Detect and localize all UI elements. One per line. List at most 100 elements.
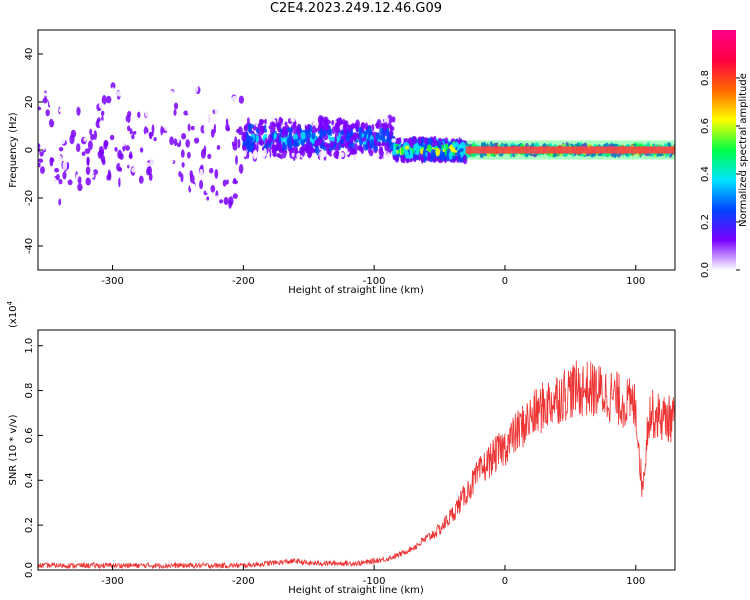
spectrogram-cell bbox=[204, 173, 209, 182]
spectrogram-cell bbox=[77, 98, 82, 108]
spectrogram-cell bbox=[158, 49, 162, 55]
spectrogram-cell bbox=[105, 242, 110, 253]
snr-x-tick-label: -100 bbox=[363, 576, 386, 587]
spectrogram-cell bbox=[124, 178, 130, 184]
spectrogram-cell bbox=[235, 155, 238, 165]
spectrogram-cell bbox=[172, 200, 176, 206]
spectrogram-cell bbox=[121, 244, 125, 252]
spectrogram-cell bbox=[127, 246, 133, 253]
spectrogram-cell bbox=[136, 263, 142, 270]
spectrogram-cell bbox=[281, 126, 286, 136]
spectrogram-cell bbox=[185, 204, 190, 211]
spectrogram-cell bbox=[125, 196, 129, 205]
snr-x-label: Height of straight line (km) bbox=[288, 585, 424, 596]
spectrogram-cell bbox=[106, 197, 112, 205]
spectrogram-cell bbox=[119, 162, 124, 168]
spectrogram-cell bbox=[347, 125, 352, 133]
spectrogram-cell bbox=[51, 59, 56, 70]
spectrogram-cell bbox=[225, 210, 231, 218]
spectrogram-cell bbox=[269, 121, 276, 128]
spectrogram-cell bbox=[242, 140, 248, 147]
spectrogram-cell bbox=[134, 221, 139, 230]
spectrogram-cell bbox=[400, 146, 405, 156]
spectrogram-cell bbox=[214, 169, 219, 179]
spectrogram-cell bbox=[228, 122, 232, 128]
spectrogram-cell bbox=[93, 130, 98, 141]
spectrogram-cell bbox=[77, 176, 82, 184]
spectrogram-cell bbox=[38, 176, 41, 183]
spectrogram-cell bbox=[151, 41, 157, 48]
spectrogram-cell bbox=[186, 79, 192, 84]
spectrogram-cell bbox=[103, 38, 110, 45]
spectrogram-cell bbox=[197, 70, 202, 75]
spectrogram-cell bbox=[52, 234, 56, 245]
spectrogram-cell bbox=[454, 141, 459, 148]
spectrogram-cell bbox=[122, 236, 125, 242]
spectrogram-cell bbox=[179, 39, 185, 45]
spectrogram-cell bbox=[95, 221, 99, 227]
spectrogram-cell bbox=[215, 195, 220, 200]
spectrogram-cell bbox=[291, 117, 296, 123]
spectrogram-cell bbox=[101, 95, 107, 105]
spectrogram-cell bbox=[124, 155, 130, 165]
spectrogram-cell bbox=[69, 89, 73, 95]
spectrogram-cell bbox=[400, 154, 405, 160]
spectrogram-cell bbox=[62, 171, 67, 180]
spectrogram-cell bbox=[198, 46, 202, 52]
spectrogram-cell bbox=[85, 241, 89, 249]
spectrogram-cell bbox=[85, 44, 92, 55]
spectrogram-cell bbox=[97, 48, 101, 54]
spectrogram-cell bbox=[173, 109, 177, 116]
spectrogram-cell bbox=[215, 125, 221, 134]
spectrogram-cell bbox=[154, 183, 159, 191]
spectrogram-cell bbox=[95, 87, 100, 94]
spectrogram-cell bbox=[75, 36, 79, 46]
spectrogram-cell bbox=[178, 259, 183, 268]
spectrogram-cell bbox=[326, 146, 330, 155]
spectrogram-cell bbox=[69, 39, 73, 45]
spectrogram-cell bbox=[161, 224, 167, 232]
spectrogram-cell bbox=[95, 77, 98, 85]
spectrogram-cell bbox=[147, 223, 151, 231]
spectrogram-cell bbox=[121, 52, 125, 62]
spectrogram-cell bbox=[301, 120, 306, 130]
spectrogram-cell bbox=[182, 229, 185, 235]
spectrogram-cell bbox=[147, 32, 152, 42]
spectrogram-cell bbox=[182, 96, 189, 104]
spectrogram-cell bbox=[394, 155, 400, 163]
spectrogram-cell bbox=[238, 182, 244, 188]
spectrogram-cell bbox=[157, 213, 163, 220]
spectrogram-cell bbox=[232, 234, 238, 240]
spectrogram-cell bbox=[136, 54, 141, 62]
spectrogram-cell bbox=[95, 202, 99, 212]
spectrogram-cell bbox=[311, 133, 316, 140]
spectrogram-cell bbox=[39, 144, 44, 152]
spectrogram-cell bbox=[169, 104, 175, 112]
spectrogram-cell bbox=[249, 142, 254, 152]
spectrogram-cell bbox=[81, 178, 85, 183]
spectrogram-cell bbox=[154, 221, 159, 229]
spectrogram-cell bbox=[221, 30, 227, 36]
spectrogram-cell bbox=[53, 188, 58, 197]
spectrogram-cell bbox=[231, 105, 236, 112]
spectrogram-cell bbox=[149, 115, 153, 122]
spectrogram-cell bbox=[42, 92, 48, 97]
spectrogram-cell bbox=[49, 73, 54, 81]
spectrogram-cell bbox=[103, 139, 109, 147]
spectrogram-cell bbox=[149, 247, 154, 256]
spectrogram-cell bbox=[242, 152, 247, 158]
spectrogram-cell bbox=[159, 112, 163, 122]
spectrogram-cell bbox=[189, 174, 195, 184]
spectrogram-cell bbox=[167, 70, 171, 75]
spectrogram-cell bbox=[70, 129, 77, 138]
spectrogram-cell bbox=[46, 217, 52, 225]
spectrogram-cell bbox=[100, 237, 103, 247]
spectrogram-cell bbox=[53, 144, 58, 150]
spectrogram-cell bbox=[63, 124, 67, 133]
spectrogram-cell bbox=[230, 59, 235, 67]
spectrogram-cell bbox=[195, 227, 199, 237]
spectrogram-cell bbox=[127, 125, 131, 132]
snr-y-tick-label: 0.4 bbox=[24, 472, 35, 488]
spectrogram-cell bbox=[89, 79, 92, 86]
spectrogram-cell bbox=[423, 144, 428, 150]
